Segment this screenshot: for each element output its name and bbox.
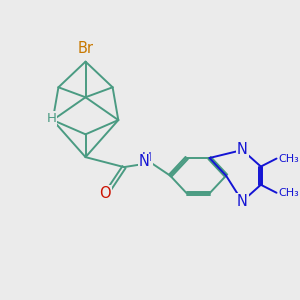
- Text: N: N: [237, 142, 248, 158]
- Text: O: O: [99, 186, 110, 201]
- Text: N: N: [237, 194, 248, 209]
- Text: CH₃: CH₃: [279, 188, 300, 198]
- Text: H: H: [46, 112, 56, 125]
- Text: N: N: [139, 154, 149, 169]
- Text: H: H: [142, 152, 152, 164]
- Text: CH₃: CH₃: [279, 154, 300, 164]
- Text: Br: Br: [77, 41, 94, 56]
